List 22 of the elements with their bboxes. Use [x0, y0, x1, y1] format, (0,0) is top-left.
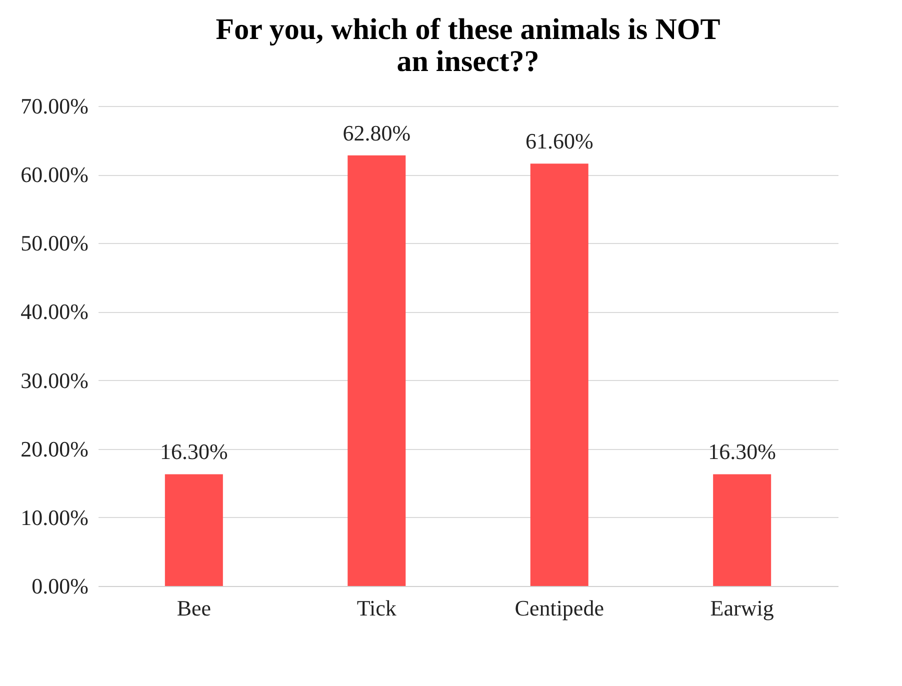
data-label: 16.30%: [708, 439, 776, 464]
y-tick-label: 60.00%: [20, 162, 88, 188]
x-tick-label: Centipede: [514, 596, 604, 620]
y-tick-label: 70.00%: [20, 94, 88, 118]
x-tick-label: Bee: [176, 596, 212, 620]
text: For you, which of these animals is NOT: [216, 13, 720, 46]
x-tick-label: Earwig: [710, 596, 774, 620]
y-tick-label: 0.00%: [32, 574, 88, 598]
data-label: 61.60%: [525, 128, 594, 154]
y-tick-label: 10.00%: [20, 504, 88, 530]
y-tick-label: 50.00%: [20, 230, 88, 256]
y-tick-label: 40.00%: [20, 299, 88, 324]
y-tick-label: 20.00%: [20, 436, 88, 462]
bar: [348, 155, 406, 586]
bar: [530, 164, 588, 586]
y-tick-label: 30.00%: [20, 368, 88, 393]
x-tick-label: Tick: [356, 596, 396, 620]
data-label: 62.80%: [342, 120, 411, 146]
text: an insect??: [396, 45, 540, 78]
data-label: 16.30%: [160, 439, 228, 464]
bar: [713, 474, 772, 586]
bar: [164, 474, 223, 586]
